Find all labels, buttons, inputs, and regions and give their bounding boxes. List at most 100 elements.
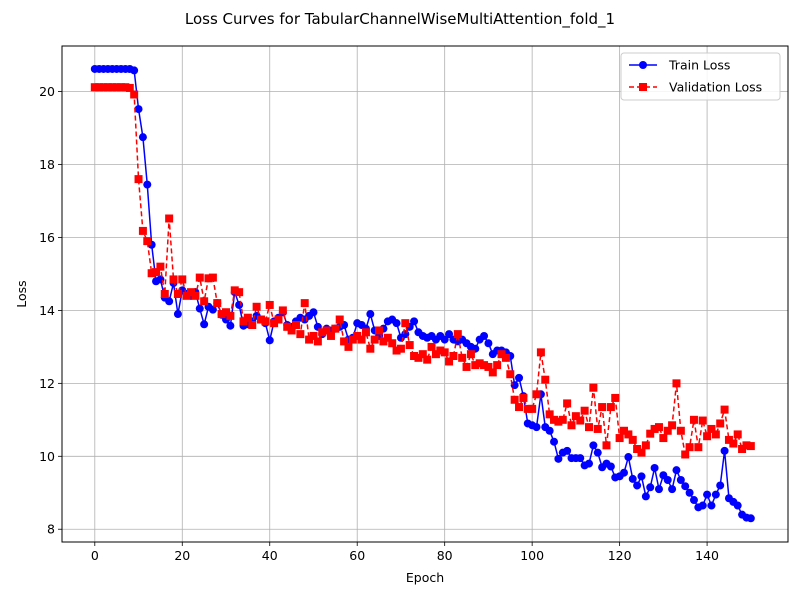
validation-loss-point bbox=[641, 441, 650, 450]
train-loss-point bbox=[650, 463, 659, 472]
legend-val-marker bbox=[639, 83, 647, 91]
validation-loss-point bbox=[370, 335, 379, 344]
validation-loss-point bbox=[418, 350, 427, 359]
validation-loss-point bbox=[200, 297, 209, 306]
train-loss-point bbox=[195, 304, 204, 313]
train-loss-point bbox=[663, 476, 672, 484]
validation-loss-point bbox=[536, 348, 545, 357]
train-loss-point bbox=[134, 105, 143, 114]
validation-loss-point bbox=[226, 311, 235, 320]
train-loss-point bbox=[716, 481, 725, 490]
validation-loss-point bbox=[270, 319, 279, 328]
validation-loss-point bbox=[318, 328, 327, 337]
validation-loss-point bbox=[366, 344, 375, 353]
validation-loss-point bbox=[449, 352, 458, 360]
series-layer bbox=[90, 64, 755, 523]
validation-loss-point bbox=[650, 424, 659, 433]
x-axis-label: Epoch bbox=[406, 570, 444, 585]
validation-loss-point bbox=[108, 83, 117, 92]
train-loss-point bbox=[510, 381, 519, 390]
validation-loss-point bbox=[134, 175, 143, 184]
x-ticks: 0 20 40 60 80 100 120 140 bbox=[91, 542, 719, 563]
validation-loss-point bbox=[676, 426, 685, 435]
validation-loss-point bbox=[703, 432, 712, 441]
train-loss-point bbox=[366, 310, 375, 319]
validation-loss-point bbox=[519, 393, 528, 402]
validation-loss-point bbox=[681, 450, 690, 459]
validation-loss-point bbox=[567, 421, 576, 430]
validation-loss-point bbox=[729, 439, 738, 448]
y-tick-label: 14 bbox=[39, 303, 55, 318]
validation-loss-point bbox=[646, 429, 655, 438]
validation-loss-point bbox=[278, 306, 287, 315]
validation-loss-point bbox=[313, 337, 322, 346]
validation-loss-point bbox=[563, 399, 572, 408]
legend: Train Loss Validation Loss bbox=[620, 52, 781, 101]
validation-loss-point bbox=[593, 424, 602, 433]
validation-loss-point bbox=[353, 331, 362, 340]
train-loss-point bbox=[532, 423, 541, 432]
y-tick-label: 12 bbox=[39, 376, 55, 391]
validation-loss-point bbox=[589, 383, 598, 392]
validation-loss-point bbox=[462, 362, 471, 371]
validation-loss-point bbox=[501, 353, 510, 362]
validation-loss-point bbox=[248, 321, 257, 329]
validation-loss-point bbox=[698, 416, 707, 425]
validation-loss-point bbox=[558, 415, 567, 424]
train-loss-point bbox=[589, 441, 598, 450]
validation-loss-point bbox=[545, 410, 554, 419]
train-loss-point bbox=[633, 481, 642, 490]
validation-loss-point bbox=[445, 357, 454, 366]
validation-loss-point bbox=[401, 319, 410, 328]
train-loss-point bbox=[143, 180, 152, 189]
train-loss-point bbox=[585, 459, 594, 468]
validation-loss-point bbox=[488, 368, 497, 377]
train-loss-point bbox=[593, 448, 602, 457]
validation-loss-point bbox=[331, 324, 340, 333]
validation-loss-point bbox=[523, 404, 532, 413]
validation-loss-point bbox=[191, 291, 200, 300]
plot-frame bbox=[61, 45, 789, 543]
validation-loss-point bbox=[340, 337, 349, 346]
validation-loss-point bbox=[375, 326, 384, 335]
validation-loss-point bbox=[230, 286, 239, 295]
validation-loss-point bbox=[711, 430, 720, 439]
validation-loss-point bbox=[611, 393, 620, 402]
x-tick-label: 140 bbox=[695, 548, 719, 563]
train-loss-point bbox=[676, 476, 685, 484]
chart-title: Loss Curves for TabularChannelWiseMultiA… bbox=[185, 10, 615, 29]
validation-loss-point bbox=[125, 83, 134, 92]
train-loss-point bbox=[200, 320, 209, 329]
validation-loss-point bbox=[344, 342, 353, 351]
validation-loss-point bbox=[291, 321, 300, 329]
validation-loss-point bbox=[252, 302, 261, 311]
validation-loss-point bbox=[90, 83, 99, 92]
validation-loss-point bbox=[383, 333, 392, 342]
validation-loss-point bbox=[628, 435, 637, 444]
validation-loss-point bbox=[309, 331, 318, 340]
legend-box bbox=[620, 52, 781, 101]
validation-loss-point bbox=[103, 83, 112, 92]
train-loss-point bbox=[392, 319, 401, 328]
validation-loss-point bbox=[152, 268, 161, 277]
validation-loss-point bbox=[396, 344, 405, 353]
train-loss-point bbox=[550, 437, 559, 446]
x-tick-label: 60 bbox=[349, 548, 365, 563]
validation-loss-point bbox=[348, 335, 357, 344]
validation-loss-point bbox=[515, 403, 524, 412]
validation-loss-point bbox=[143, 237, 152, 246]
validation-loss-point bbox=[112, 83, 121, 92]
train-loss-point bbox=[563, 446, 572, 455]
validation-loss-point bbox=[296, 330, 305, 339]
train-loss-point bbox=[654, 485, 663, 494]
train-loss-point bbox=[165, 297, 174, 306]
train-loss-point bbox=[309, 308, 318, 317]
validation-loss-point bbox=[742, 441, 751, 450]
train-loss-point bbox=[698, 501, 707, 510]
validation-loss-point bbox=[707, 424, 716, 433]
validation-loss-point bbox=[497, 350, 506, 359]
validation-loss-point bbox=[738, 445, 747, 453]
x-tick-label: 100 bbox=[520, 548, 544, 563]
validation-loss-point bbox=[147, 269, 156, 278]
validation-loss-point bbox=[300, 299, 309, 308]
